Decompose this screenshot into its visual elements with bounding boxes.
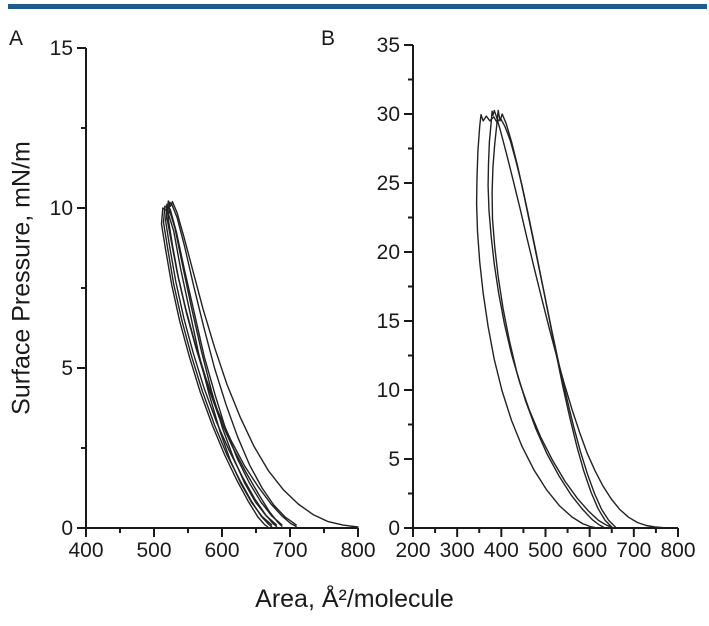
- x-tick-label: 800: [660, 539, 695, 562]
- y-tick-label: 10: [50, 197, 73, 220]
- isotherm-curve-cycle-5: [160, 207, 273, 528]
- isotherm-curve-cycle-3: [475, 113, 613, 529]
- isotherm-curve-cycle-4: [162, 205, 278, 528]
- y-tick-label: 0: [388, 517, 400, 540]
- panel-b-label: B: [321, 27, 336, 50]
- x-tick-label: 700: [272, 539, 307, 562]
- isotherm-curve-cycle-1: [166, 200, 359, 528]
- y-tick-label: 15: [377, 310, 400, 333]
- x-tick-label: 500: [528, 539, 563, 562]
- x-tick-label: 800: [340, 539, 375, 562]
- y-tick-label: 20: [377, 241, 400, 264]
- axes: [412, 45, 678, 529]
- y-tick-label: 10: [377, 379, 400, 402]
- panel-a-label: A: [9, 27, 24, 50]
- x-tick-label: 600: [204, 539, 239, 562]
- y-tick-label: 25: [377, 172, 400, 195]
- y-tick-label: 35: [377, 34, 400, 57]
- x-tick-label: 500: [136, 539, 171, 562]
- isotherm-curve-cycle-3: [164, 203, 283, 528]
- isotherm-curve-cycle-1: [487, 109, 665, 529]
- x-tick-label: 600: [572, 539, 607, 562]
- y-tick-label: 0: [61, 517, 73, 540]
- axes: [85, 48, 358, 529]
- x-tick-label: 200: [395, 539, 430, 562]
- x-tick-label: 400: [484, 539, 519, 562]
- isotherm-curve-cycle-2: [491, 109, 616, 528]
- x-tick-label: 700: [616, 539, 651, 562]
- isotherm-curve-cycle-2: [167, 201, 297, 527]
- x-tick-label: 300: [440, 539, 475, 562]
- x-axis-title: Area, Å²/molecule: [255, 585, 454, 613]
- panel-b: 200 300 400 500 600 700 800 0 5 10 15 20 25 30 35: [377, 34, 696, 562]
- y-tick-label: 30: [377, 103, 400, 126]
- y-tick-label: 5: [388, 448, 400, 471]
- panel-a: 400 500 600 700 800 0 5 10 15: [50, 37, 376, 562]
- y-axis-title: Surface Pressure, mN/m: [7, 141, 36, 415]
- y-tick-label: 15: [50, 37, 73, 60]
- y-tick-label: 5: [61, 357, 73, 380]
- journal-top-rule: [8, 4, 707, 9]
- x-tick-label: 400: [68, 539, 103, 562]
